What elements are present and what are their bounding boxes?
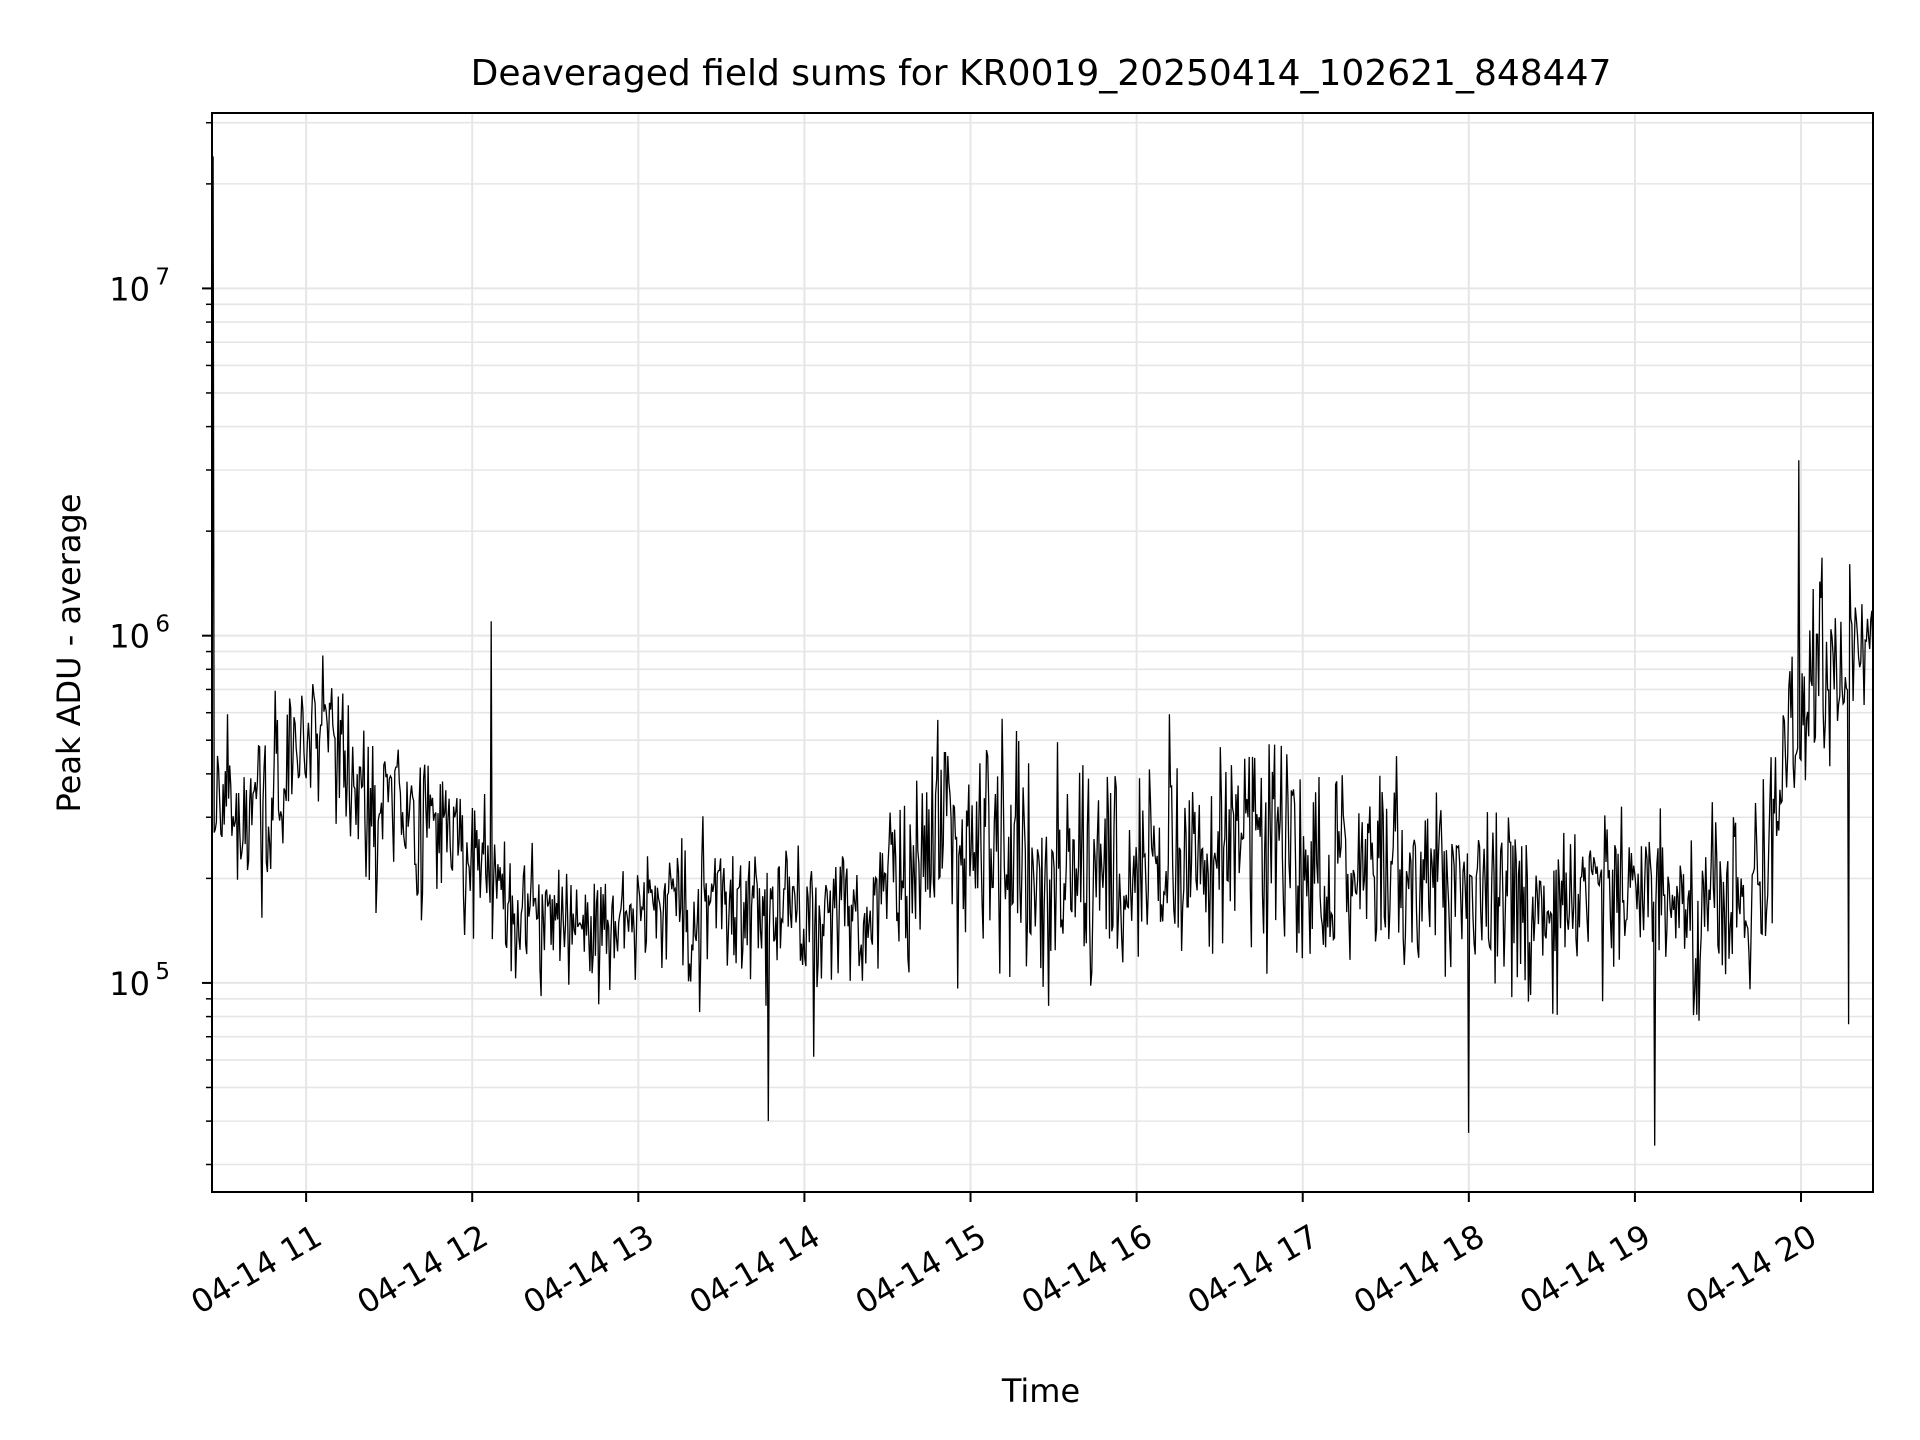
chart-title: Deaveraged field sums for KR0019_2025041… <box>471 53 1612 94</box>
y-tick-label: 10 <box>109 270 150 308</box>
y-tick-base: 10 <box>109 618 150 656</box>
y-tick-exponent: 5 <box>155 959 170 985</box>
y-axis-label: Peak ADU - average <box>50 494 88 813</box>
x-axis-label: Time <box>1001 1372 1080 1410</box>
y-tick-base: 10 <box>109 270 150 308</box>
series-line <box>211 156 1874 1146</box>
y-tick-label: 10 <box>109 965 150 1003</box>
y-tick-exponent: 7 <box>155 264 170 290</box>
y-tick-exponent: 6 <box>155 612 170 638</box>
plot-frame <box>211 112 1874 1193</box>
y-tick-base: 10 <box>109 965 150 1003</box>
data-series <box>211 156 1874 1146</box>
y-tick-label: 10 <box>109 618 150 656</box>
